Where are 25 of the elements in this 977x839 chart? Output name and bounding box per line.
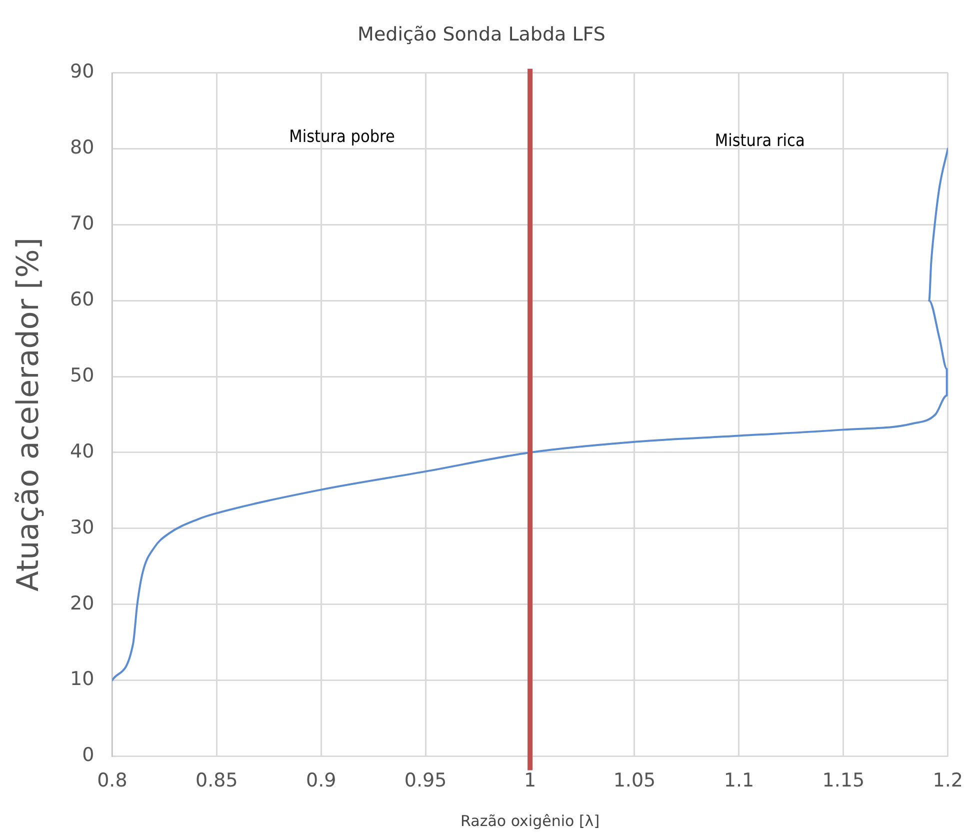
y-tick-label: 10 — [70, 668, 94, 690]
y-tick-label: 30 — [70, 516, 94, 538]
x-tick-label: 0.8 — [97, 770, 128, 792]
y-tick-label: 0 — [82, 744, 94, 766]
y-tick-label: 90 — [70, 60, 94, 83]
x-axis-title: Razão oxigênio [λ] — [460, 812, 600, 830]
x-tick-label: 0.85 — [195, 770, 238, 792]
x-tick-label: 1.2 — [932, 770, 963, 792]
y-tick-label: 80 — [70, 136, 94, 159]
x-tick-label: 1.1 — [724, 770, 754, 792]
chart-title: Medição Sonda Labda LFS — [358, 23, 606, 46]
x-tick-label: 0.95 — [404, 770, 447, 792]
annotation: Mistura rica — [714, 131, 805, 152]
y-tick-label: 60 — [70, 288, 94, 311]
y-tick-label: 50 — [70, 364, 94, 386]
y-tick-label: 70 — [70, 212, 94, 235]
x-tick-label: 1.05 — [613, 770, 656, 792]
annotation: Mistura pobre — [289, 127, 395, 148]
x-tick-label: 0.9 — [306, 770, 336, 792]
y-tick-label: 20 — [70, 592, 94, 614]
x-tick-label: 1.15 — [822, 770, 865, 792]
x-tick-label: 1 — [524, 770, 536, 792]
y-tick-label: 40 — [70, 440, 94, 462]
line-series — [112, 148, 948, 682]
y-axis-title: Atuação acelerador [%] — [10, 238, 46, 592]
